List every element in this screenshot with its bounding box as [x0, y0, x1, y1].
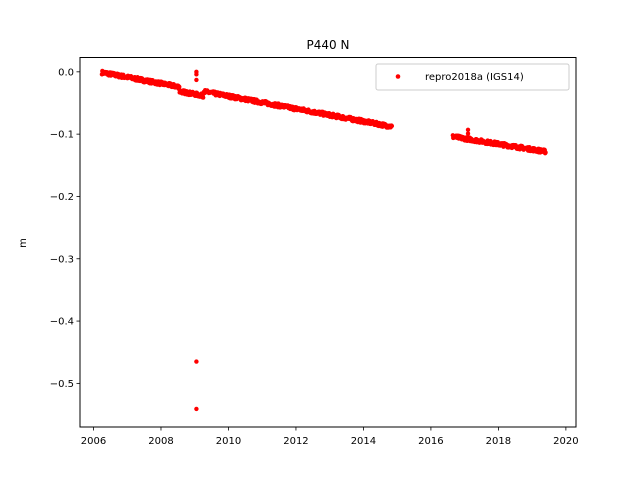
outlier-point	[194, 72, 199, 77]
y-axis-label: m	[18, 238, 29, 248]
y-tick-label: −0.4	[50, 317, 74, 328]
x-tick-label: 2008	[148, 436, 173, 447]
legend: repro2018a (IGS14)	[375, 63, 570, 91]
legend-marker	[395, 74, 401, 79]
outlier-point	[465, 131, 471, 136]
x-tick-label: 2006	[81, 436, 106, 447]
x-tick-label: 2016	[418, 436, 443, 447]
outlier-point	[194, 77, 199, 83]
y-tick-label: −0.3	[50, 254, 74, 265]
data-points	[99, 68, 548, 412]
y-axis: 0.0 −0.1 −0.2 −0.3 −0.4 −0.5	[50, 67, 80, 390]
outlier-point	[194, 406, 199, 412]
y-tick-label: −0.1	[50, 130, 74, 141]
plot-area-frame	[79, 57, 577, 428]
x-tick-label: 2018	[486, 436, 511, 447]
data-point	[200, 95, 206, 100]
y-tick-label: 0.0	[58, 67, 74, 78]
data-point	[389, 123, 395, 129]
x-tick-label: 2014	[351, 436, 376, 447]
legend-box	[375, 63, 570, 91]
x-tick-label: 2012	[283, 436, 308, 447]
data-point	[177, 84, 182, 89]
outlier-point	[194, 359, 199, 364]
y-tick-label: −0.2	[50, 192, 74, 203]
outlier-point	[465, 127, 471, 132]
x-tick-label: 2020	[553, 436, 578, 447]
chart-title: P440 N	[307, 38, 350, 52]
x-axis: 2006 2008 2010 2012 2014 2016 2018 2020	[81, 427, 579, 447]
x-tick-label: 2010	[216, 436, 241, 447]
y-tick-label: −0.5	[50, 379, 74, 390]
data-point	[543, 150, 548, 155]
legend-label: repro2018a (IGS14)	[425, 72, 524, 83]
